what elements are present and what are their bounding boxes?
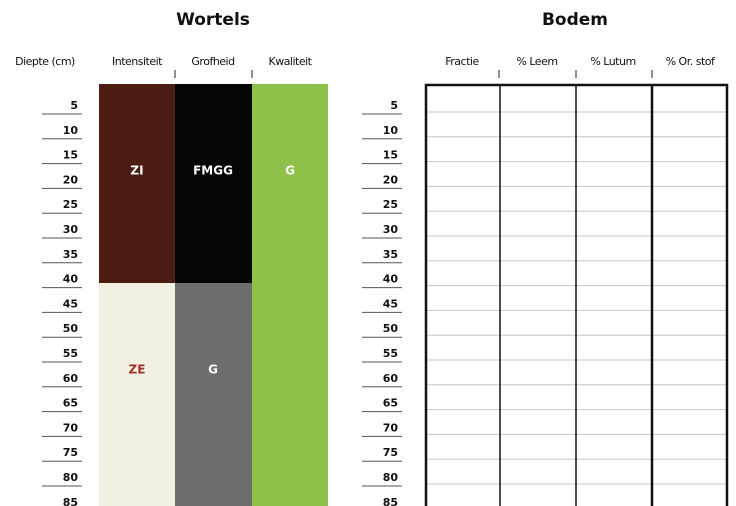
depth-label: 40: [383, 273, 399, 286]
depth-label: 70: [383, 421, 399, 434]
depth-label: 55: [63, 347, 78, 360]
depth-label: 30: [383, 223, 399, 236]
block: [99, 84, 175, 283]
depth-label: 50: [383, 322, 399, 335]
column-header: Kwaliteit: [268, 55, 312, 68]
depth-label: 30: [63, 223, 79, 236]
header-ticks: [174, 70, 653, 78]
depth-label: 20: [63, 173, 79, 186]
block: [175, 283, 252, 506]
depth-label: 45: [383, 297, 398, 310]
block-label: G: [208, 363, 218, 377]
depth-label: 5: [390, 99, 398, 112]
depth-label: 10: [383, 124, 399, 137]
depth-label: 55: [383, 347, 398, 360]
block: [175, 84, 252, 283]
depth-label: 40: [63, 273, 79, 286]
column-header: % Leem: [516, 55, 557, 68]
column-header: Intensiteit: [112, 55, 163, 68]
depth-label: 80: [63, 471, 79, 484]
depth-label: 85: [63, 496, 78, 506]
block-label: ZI: [130, 164, 143, 178]
depth-label: 65: [383, 397, 398, 410]
depth-label: 25: [383, 198, 398, 211]
depth-label: 75: [63, 446, 78, 459]
depth-label: 35: [63, 248, 78, 261]
block: [252, 84, 328, 506]
block-label: ZE: [129, 363, 146, 377]
column-header: Fractie: [445, 55, 479, 68]
depth-label: 80: [383, 471, 399, 484]
depth-label: 50: [63, 322, 79, 335]
bodem-table: [424, 83, 729, 506]
depth-label: 60: [63, 372, 79, 385]
depth-header: Diepte (cm): [15, 55, 75, 68]
depth-label: 15: [63, 149, 78, 162]
block: [99, 283, 175, 506]
depth-label: 45: [63, 297, 78, 310]
column-header: % Or. stof: [666, 55, 716, 68]
bodem-title: Bodem: [542, 10, 608, 30]
depth-label: 75: [383, 446, 398, 459]
depth-label: 65: [63, 397, 78, 410]
depth-label: 70: [63, 421, 79, 434]
depth-label: 25: [63, 198, 78, 211]
wortels-title: Wortels: [176, 10, 250, 30]
depth-label: 60: [383, 372, 399, 385]
column-header: Grofheid: [191, 55, 234, 68]
depth-label: 85: [383, 496, 398, 506]
block-label: G: [285, 164, 295, 178]
depth-label: 5: [70, 99, 78, 112]
depth-label: 35: [383, 248, 398, 261]
depth-label: 20: [383, 173, 399, 186]
depth-label: 10: [63, 124, 79, 137]
column-header: % Lutum: [590, 55, 635, 68]
block-label: FMGG: [193, 164, 233, 178]
depth-label: 15: [383, 149, 398, 162]
